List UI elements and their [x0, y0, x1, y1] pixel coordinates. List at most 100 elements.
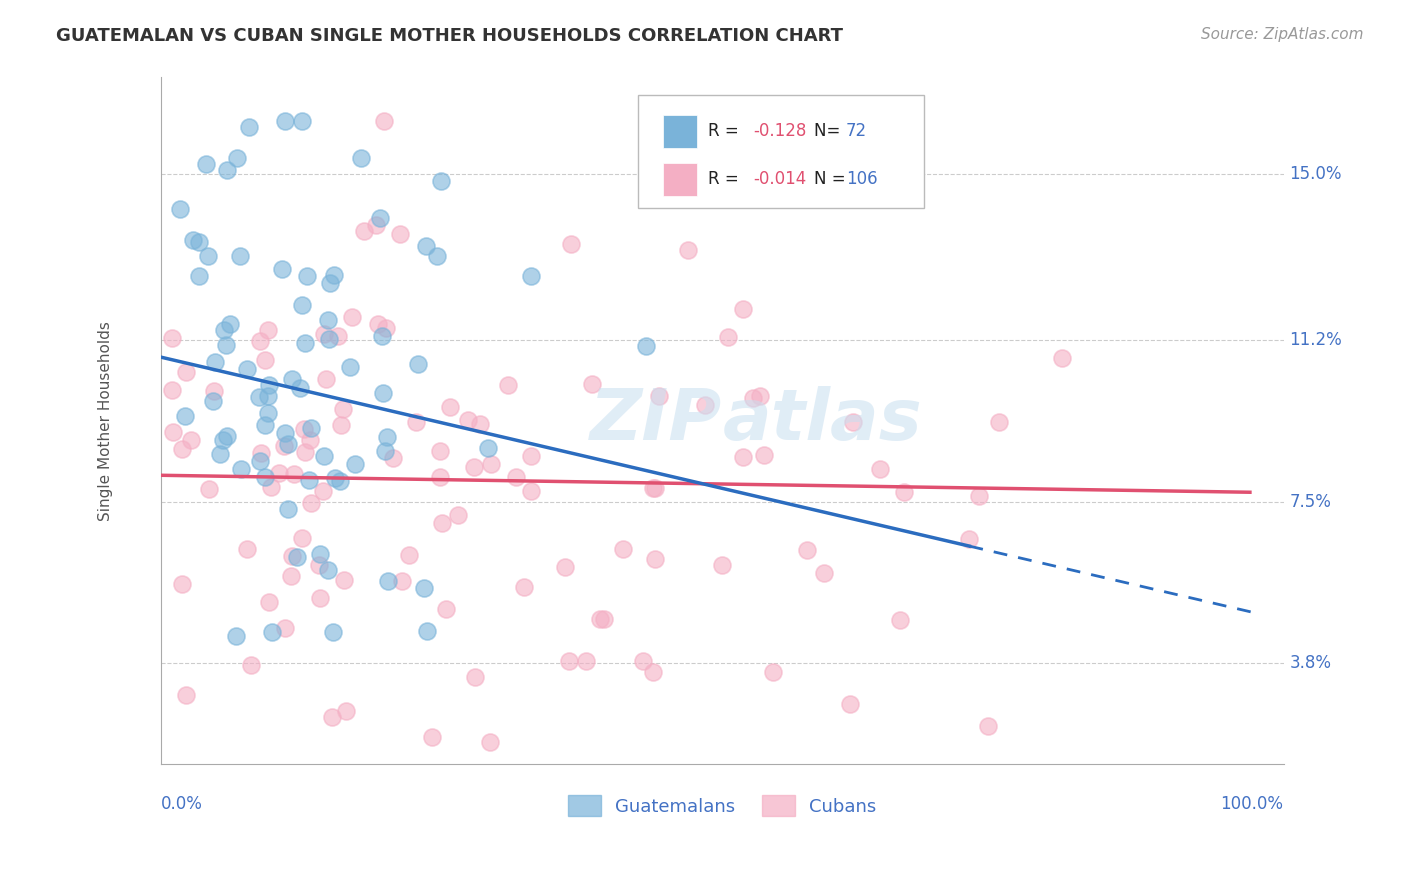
Point	[321, 710, 343, 724]
Point	[291, 298, 314, 312]
Point	[298, 473, 321, 487]
Point	[520, 268, 543, 283]
Point	[217, 429, 239, 443]
Point	[430, 516, 453, 530]
Point	[169, 202, 191, 217]
Point	[388, 227, 411, 241]
Point	[340, 310, 363, 325]
Point	[294, 444, 316, 458]
Text: 3.8%: 3.8%	[1289, 654, 1331, 673]
Point	[838, 697, 860, 711]
Point	[405, 415, 427, 429]
Text: 106: 106	[846, 170, 877, 188]
Point	[633, 654, 655, 668]
Point	[426, 249, 449, 263]
Point	[267, 466, 290, 480]
Point	[415, 238, 437, 252]
Point	[162, 425, 184, 440]
Text: R =: R =	[707, 122, 744, 140]
Point	[560, 237, 582, 252]
Point	[505, 470, 527, 484]
Point	[648, 389, 671, 403]
Point	[429, 470, 451, 484]
Point	[463, 459, 485, 474]
Point	[733, 301, 755, 316]
Point	[554, 560, 576, 574]
Text: 0.0%: 0.0%	[162, 795, 204, 813]
Point	[202, 393, 225, 408]
Point	[172, 577, 194, 591]
Point	[676, 244, 699, 258]
Point	[695, 399, 717, 413]
Point	[644, 552, 666, 566]
Point	[382, 450, 405, 465]
Point	[335, 704, 357, 718]
Point	[977, 719, 1000, 733]
Point	[292, 422, 315, 436]
Point	[187, 268, 209, 283]
Point	[496, 378, 519, 392]
Point	[294, 336, 316, 351]
Text: 15.0%: 15.0%	[1289, 165, 1341, 183]
Point	[285, 549, 308, 564]
Point	[291, 114, 314, 128]
Point	[290, 381, 312, 395]
Point	[519, 484, 541, 499]
Point	[332, 402, 354, 417]
Point	[215, 163, 238, 178]
Point	[239, 658, 262, 673]
Point	[257, 322, 280, 336]
Point	[349, 151, 371, 165]
Point	[373, 114, 395, 128]
Point	[520, 449, 543, 463]
Point	[299, 421, 322, 435]
Point	[796, 543, 818, 558]
Point	[416, 624, 439, 638]
Point	[710, 558, 733, 572]
Point	[430, 174, 453, 188]
Point	[316, 563, 339, 577]
Point	[249, 454, 271, 468]
Point	[581, 377, 603, 392]
Point	[457, 413, 479, 427]
Point	[413, 582, 436, 596]
Point	[218, 317, 240, 331]
Point	[290, 531, 312, 545]
Point	[236, 362, 259, 376]
Point	[749, 389, 772, 403]
Point	[277, 502, 299, 516]
Point	[247, 390, 270, 404]
Point	[322, 624, 344, 639]
Point	[274, 425, 297, 440]
Point	[364, 218, 387, 232]
Point	[214, 323, 236, 337]
Point	[229, 249, 252, 263]
Point	[172, 442, 194, 457]
Point	[575, 654, 598, 668]
Point	[271, 262, 294, 277]
Point	[253, 418, 276, 433]
Bar	[664, 115, 696, 148]
Point	[295, 269, 318, 284]
Point	[174, 409, 197, 424]
Point	[225, 629, 247, 643]
Point	[370, 329, 392, 343]
Point	[731, 450, 754, 464]
Text: GUATEMALAN VS CUBAN SINGLE MOTHER HOUSEHOLDS CORRELATION CHART: GUATEMALAN VS CUBAN SINGLE MOTHER HOUSEH…	[56, 27, 844, 45]
Point	[841, 415, 863, 429]
Point	[283, 467, 305, 481]
Text: N=: N=	[814, 122, 846, 140]
Point	[329, 474, 352, 488]
Point	[202, 384, 225, 399]
Text: -0.128: -0.128	[752, 122, 806, 140]
Point	[209, 447, 232, 461]
Point	[512, 580, 534, 594]
Point	[323, 471, 346, 485]
Point	[377, 574, 399, 588]
Point	[557, 654, 579, 668]
Point	[195, 157, 218, 171]
Point	[308, 558, 330, 573]
Point	[589, 612, 612, 626]
Text: 72: 72	[846, 122, 868, 140]
Point	[204, 355, 226, 369]
